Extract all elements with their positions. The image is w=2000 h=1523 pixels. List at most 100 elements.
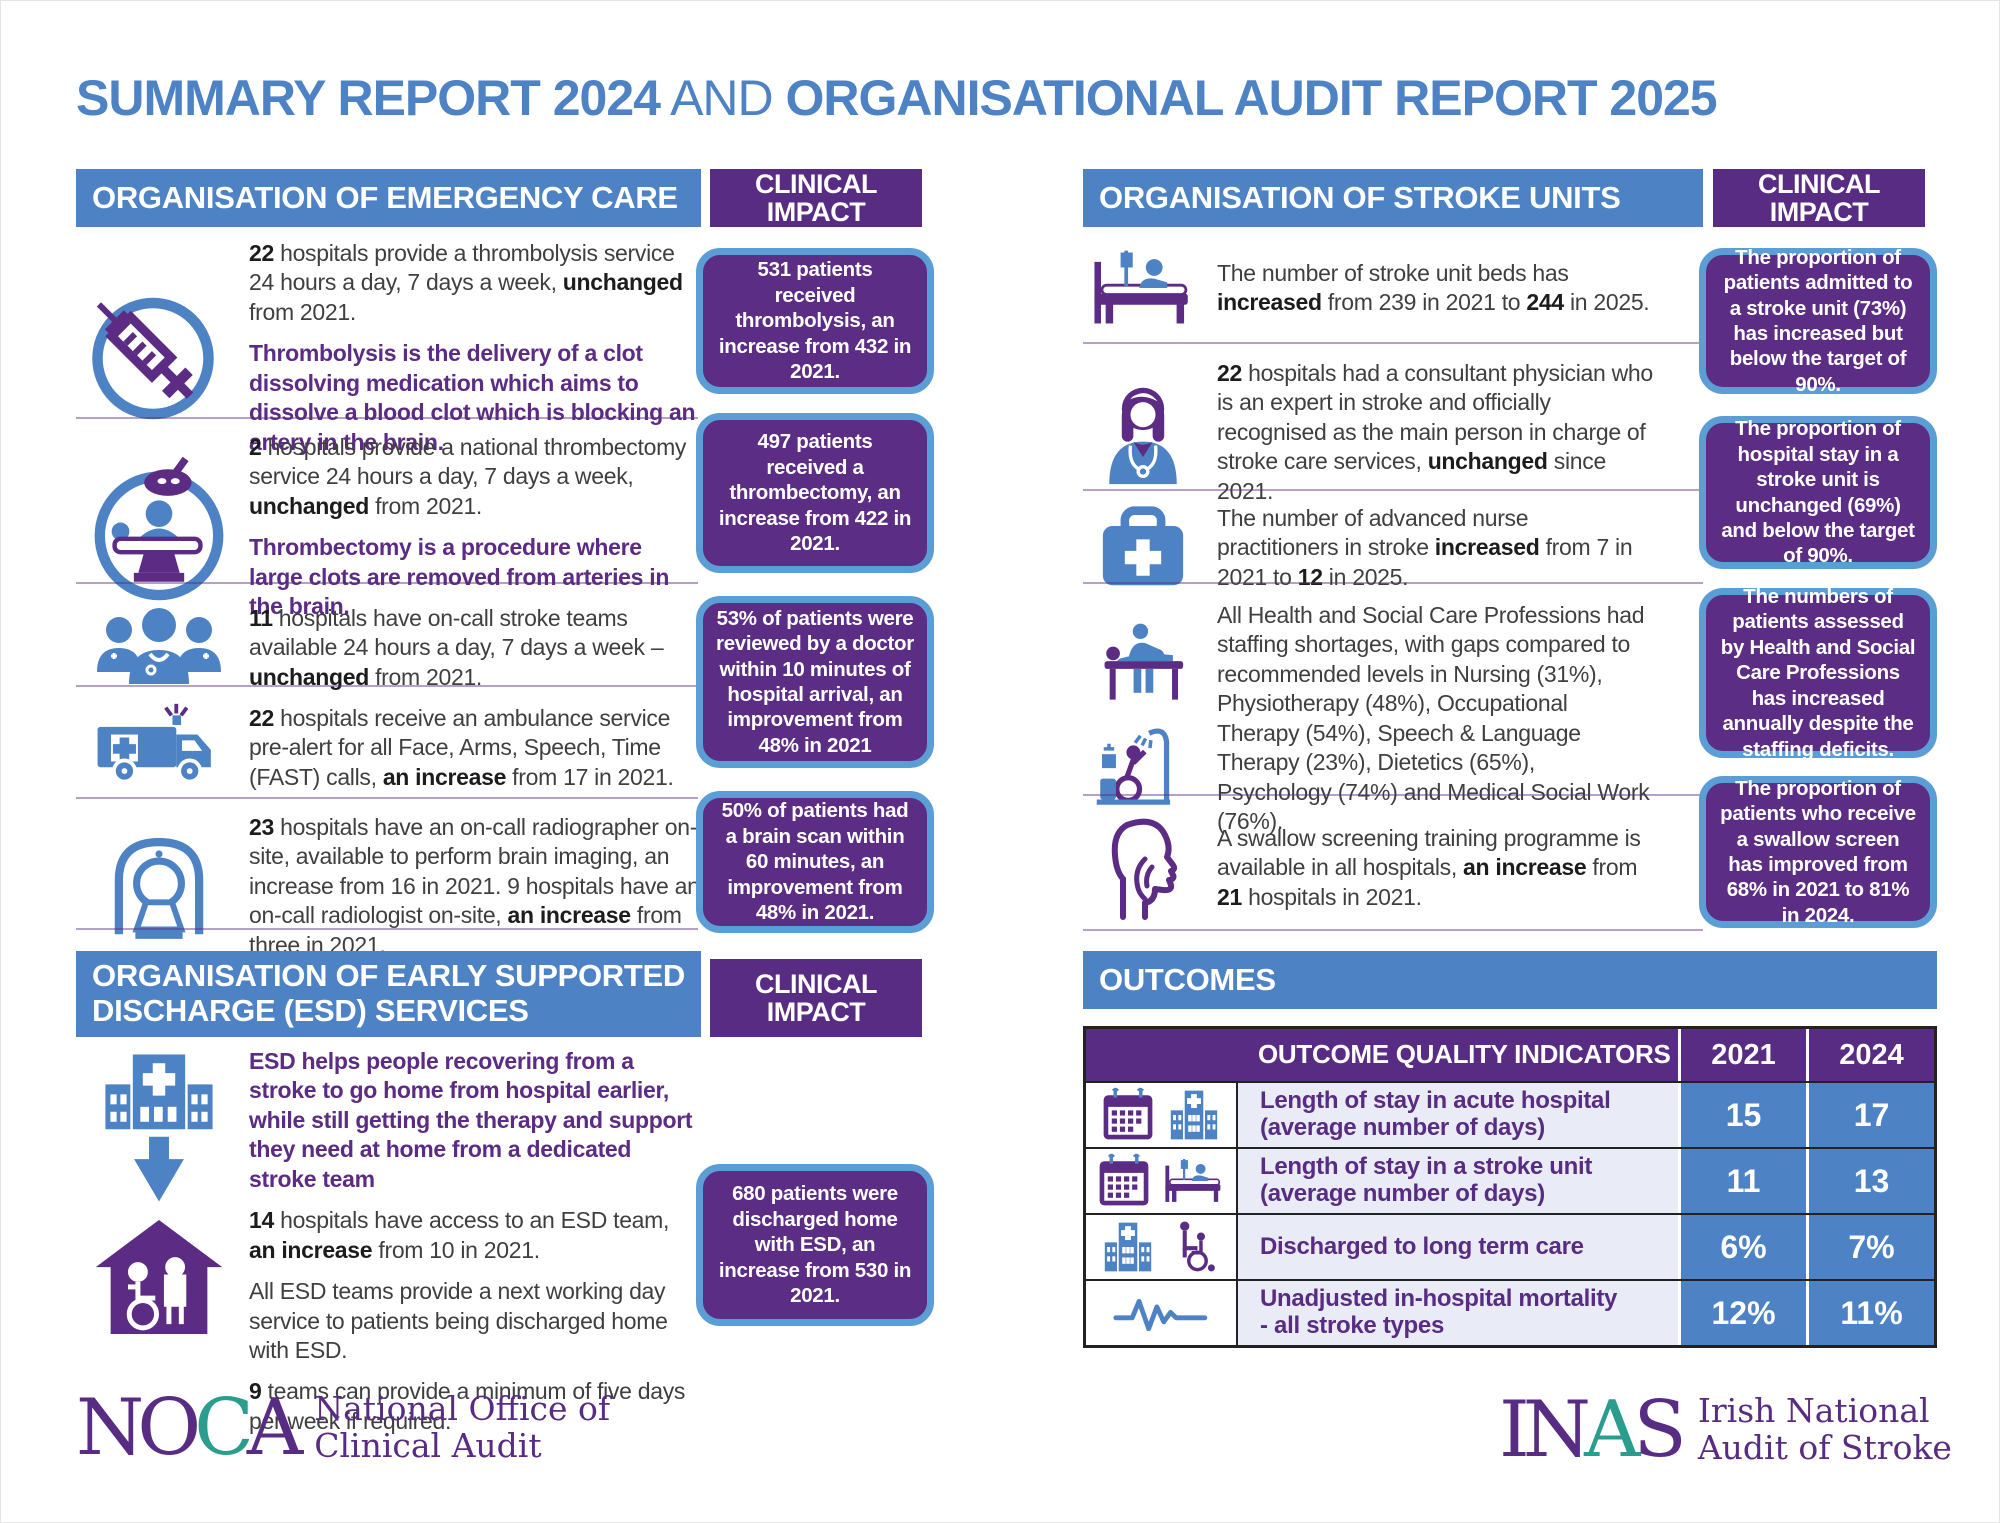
indicator-sub: (average number of days): [1260, 1180, 1545, 1207]
item-text: 2 hospitals provide a national thrombect…: [249, 434, 687, 519]
row-icons: [1086, 1281, 1236, 1345]
indicator-sub: (average number of days): [1260, 1114, 1545, 1141]
item-hscp-staffing: All Health and Social Care Professions h…: [1083, 601, 1653, 837]
indicator-title: Length of stay in a stroke unit: [1260, 1153, 1593, 1181]
page-title: SUMMARY REPORT 2024 AND ORGANISATIONAL A…: [76, 69, 1718, 127]
divider: [76, 582, 698, 584]
stroke-unit-bed-icon: [1083, 241, 1203, 335]
indicator-label: Length of stay in a stroke unit (average…: [1236, 1149, 1678, 1213]
inas-logo-text: Irish National Audit of Stroke: [1697, 1391, 1952, 1467]
title-conjunction: AND: [659, 70, 786, 126]
logo-text-line: Irish National: [1697, 1391, 1930, 1431]
item-brain-imaging: 23 hospitals have an on-call radiographe…: [76, 813, 701, 960]
inas-logo-letters: INAS: [1499, 1391, 1687, 1469]
item-text: All Health and Social Care Professions h…: [1217, 602, 1650, 835]
clinical-impact-header-esd: CLINICAL IMPACT: [710, 959, 922, 1037]
section-header-stroke-units: ORGANISATION OF STROKE UNITS: [1083, 169, 1703, 227]
nurse-bag-icon: [1083, 505, 1203, 591]
impact-box-stroke-unit-stay: The proportion of hospital stay in a str…: [1699, 416, 1937, 569]
section-header-outcomes: OUTCOMES: [1083, 951, 1937, 1009]
noca-logo-letters: NOCA: [76, 1389, 303, 1467]
logo-text-line: Clinical Audit: [314, 1426, 542, 1465]
logo-text-line: National Office of: [314, 1389, 611, 1429]
divider: [76, 797, 698, 799]
impact-text: The proportion of patients who receive a…: [1720, 776, 1916, 927]
item-esd: ESD helps people recovering from a strok…: [76, 1047, 701, 1436]
value-2021: 11: [1678, 1149, 1806, 1213]
indicator-sub: - all stroke types: [1260, 1312, 1445, 1339]
impact-text: 680 patients were discharged home with E…: [718, 1182, 912, 1308]
section-header-esd: ORGANISATION OF EARLY SUPPORTED DISCHARG…: [76, 951, 701, 1037]
clinical-impact-label: CLINICAL IMPACT: [1758, 168, 1880, 227]
divider: [76, 928, 698, 930]
divider: [1083, 489, 1703, 491]
inas-logo: INAS Irish National Audit of Stroke: [1499, 1391, 1952, 1469]
header-icon-cell: [1086, 1029, 1236, 1081]
calendar-icon: [1099, 1086, 1157, 1144]
table-row-mortality: Unadjusted in-hospital mortality - all s…: [1086, 1279, 1934, 1345]
item-note: Thrombectomy is a procedure where large …: [249, 534, 670, 620]
item-text: The number of advanced nurse practitione…: [1217, 505, 1633, 590]
value-2021: 6%: [1678, 1215, 1806, 1279]
impact-box-thrombectomy: 497 patients received a thrombectomy, an…: [696, 413, 934, 573]
impact-box-thrombolysis: 531 patients received thrombolysis, an i…: [696, 248, 934, 394]
clinical-impact-header-stroke-units: CLINICAL IMPACT: [1713, 169, 1925, 227]
noca-logo: NOCA National Office of Clinical Audit: [76, 1389, 610, 1467]
clinical-impact-header-emergency: CLINICAL IMPACT: [710, 169, 922, 227]
bed-icon: [1161, 1152, 1227, 1210]
outcomes-table: OUTCOME QUALITY INDICATORS 2021 2024 Len…: [1083, 1026, 1937, 1348]
item-ambulance-prealert: 22 hospitals receive an ambulance servic…: [76, 700, 701, 796]
divider: [76, 417, 698, 419]
section-header-label: ORGANISATION OF STROKE UNITS: [1099, 179, 1621, 215]
logo-letter: IN: [1499, 1385, 1591, 1475]
calendar-icon: [1095, 1152, 1153, 1210]
esd-paragraph: 14 hospitals have access to an ESD team,…: [249, 1207, 670, 1263]
logo-letter: A: [246, 1383, 303, 1473]
item-text: The number of stroke unit beds has incre…: [1217, 259, 1650, 315]
impact-text: 531 patients received thrombolysis, an i…: [718, 258, 912, 384]
header-2024: 2024: [1806, 1029, 1934, 1081]
row-icons: [1086, 1149, 1236, 1213]
esd-icons: [76, 1047, 241, 1339]
section-header-label: ORGANISATION OF EMERGENCY CARE: [92, 179, 678, 215]
esd-paragraph: All ESD teams provide a next working day…: [249, 1278, 668, 1363]
impact-text: The proportion of patients admitted to a…: [1723, 245, 1913, 396]
divider: [1083, 582, 1703, 584]
item-stroke-unit-beds: The number of stroke unit beds has incre…: [1083, 241, 1653, 335]
impact-box-esd: 680 patients were discharged home with E…: [696, 1164, 934, 1326]
section-header-label: ORGANISATION OF EARLY SUPPORTED DISCHARG…: [92, 958, 685, 1028]
ambulance-icon: [76, 700, 241, 796]
home-care-icon: [89, 1215, 229, 1339]
item-note: Thrombolysis is the delivery of a clot d…: [249, 340, 696, 455]
item-stroke-teams: 11 hospitals have on-call stroke teams a…: [76, 598, 701, 698]
item-consultant-physician: 22 hospitals had a consultant physician …: [1083, 359, 1653, 506]
clinical-impact-label: CLINICAL IMPACT: [755, 968, 877, 1027]
item-text: 22 hospitals had a consultant physician …: [1217, 360, 1653, 504]
therapy-staff-icon: [1083, 621, 1203, 817]
table-row-acute-los: Length of stay in acute hospital (averag…: [1086, 1081, 1934, 1147]
hospital-discharge-icon: [89, 1047, 229, 1209]
item-text: A swallow screening training programme i…: [1217, 824, 1641, 910]
brain-imaging-icon: [76, 828, 241, 946]
outcomes-table-header-row: OUTCOME QUALITY INDICATORS 2021 2024: [1086, 1029, 1934, 1081]
impact-box-hscp-assessed: The numbers of patients assessed by Heal…: [1699, 585, 1937, 761]
thrombectomy-theatre-icon: [76, 453, 241, 601]
impact-box-stroke-unit-admission: The proportion of patients admitted to a…: [1699, 245, 1937, 396]
impact-text: The numbers of patients assessed by Heal…: [1720, 585, 1916, 761]
impact-box-brain-scan: 50% of patients had a brain scan within …: [696, 791, 934, 933]
item-text: 22 hospitals provide a thrombolysis serv…: [249, 240, 683, 325]
divider: [1083, 794, 1703, 796]
syringe-icon: [76, 272, 241, 424]
stroke-team-icon: [76, 598, 241, 698]
value-2021: 12%: [1678, 1281, 1806, 1345]
item-text: 11 hospitals have on-call stroke teams a…: [249, 604, 664, 690]
indicator-title: Length of stay in acute hospital: [1260, 1087, 1611, 1115]
row-icons: [1086, 1083, 1236, 1147]
impact-box-doctor-review: 53% of patients were reviewed by a docto…: [696, 596, 934, 768]
indicator-label: Unadjusted in-hospital mortality - all s…: [1236, 1281, 1678, 1345]
hospital-icon: [1165, 1086, 1223, 1144]
wheelchair-icon: [1165, 1218, 1223, 1276]
row-icons: [1086, 1215, 1236, 1279]
impact-text: 50% of patients had a brain scan within …: [721, 799, 909, 925]
value-2024: 17: [1806, 1083, 1934, 1147]
